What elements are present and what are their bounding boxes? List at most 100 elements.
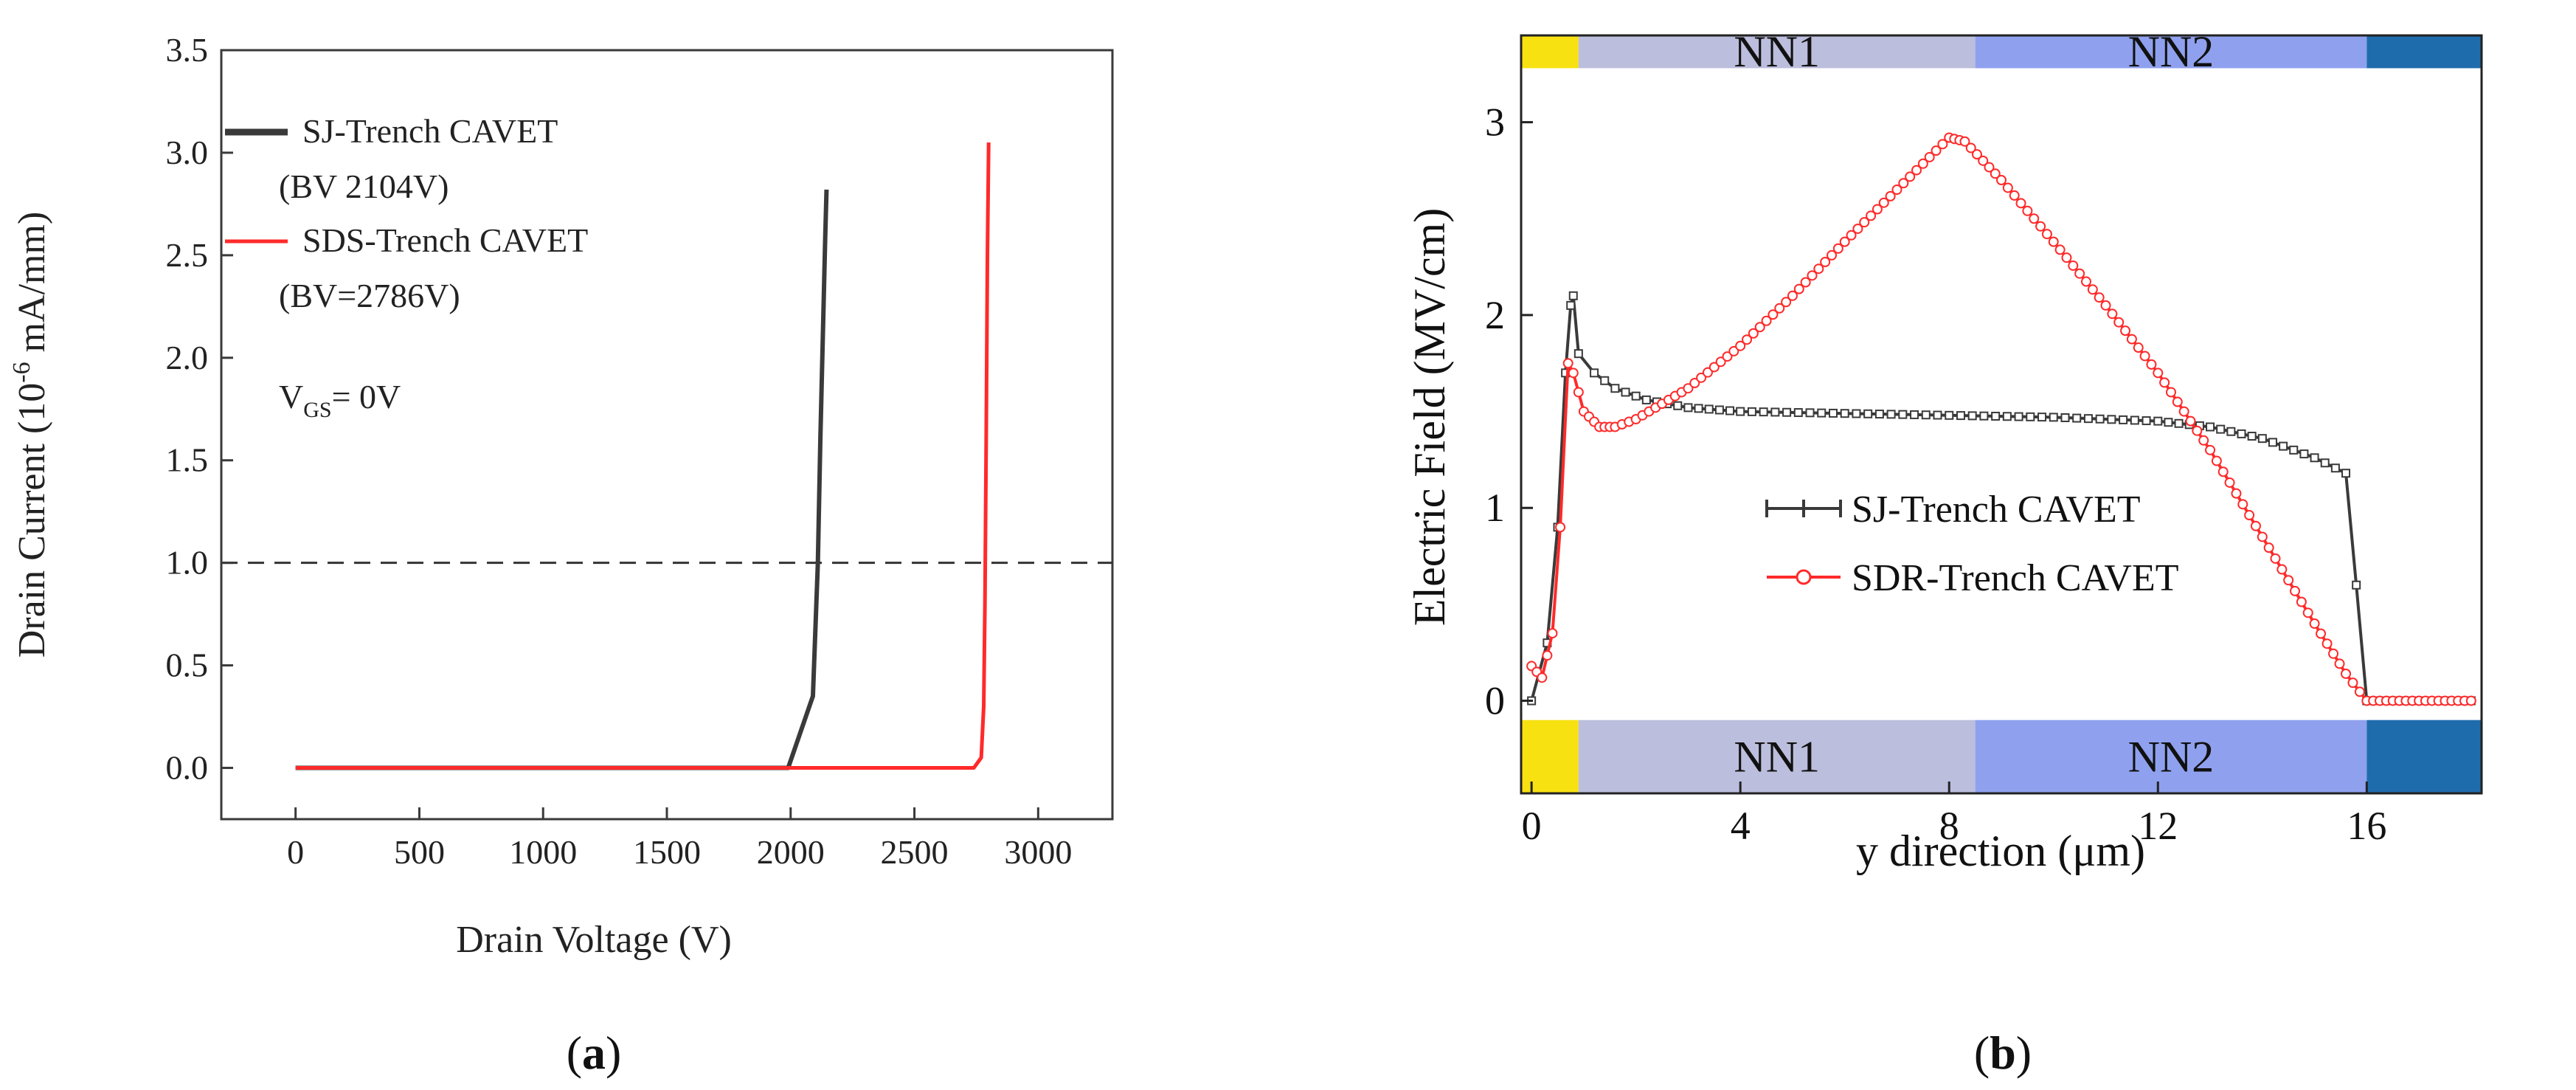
- marker-sdr-trench: [1917, 158, 1928, 169]
- marker-sdr-trench: [1781, 297, 1792, 308]
- plot-frame: [1520, 34, 2483, 795]
- marker-sdr-trench: [1827, 249, 1838, 261]
- marker-sj-trench: [2037, 413, 2047, 422]
- marker-sj-trench: [2164, 418, 2173, 427]
- marker-sj-trench: [2002, 412, 2012, 421]
- vgs-annotation: VGS= 0V: [279, 378, 401, 422]
- panel-label-a: (a): [567, 1027, 622, 1079]
- marker-sdr-trench: [2022, 205, 2033, 216]
- marker-sdr-trench: [2250, 520, 2261, 531]
- marker-sj-trench: [1641, 395, 1651, 404]
- marker-sdr-trench: [1931, 145, 1942, 156]
- marker-sj-trench: [1621, 387, 1630, 397]
- panel-label-b: (b): [1974, 1027, 2032, 1079]
- marker-sdr-trench: [2328, 648, 2339, 659]
- y-tick-label: 2.0: [166, 339, 209, 376]
- marker-sdr-trench: [1735, 340, 1746, 351]
- marker-sdr-trench: [1859, 217, 1870, 228]
- marker-sdr-trench: [1767, 309, 1779, 320]
- marker-sj-trench: [1568, 291, 1578, 300]
- marker-sdr-trench: [2283, 575, 2294, 586]
- region-band-top: [2366, 35, 2482, 69]
- y-axis-label: Electric Field (MV/cm): [1405, 208, 1454, 626]
- marker-sdr-trench: [1774, 303, 1785, 314]
- marker-sdr-trench: [1898, 178, 1909, 189]
- marker-sdr-trench: [2113, 317, 2125, 328]
- marker-sj-trench: [2107, 415, 2116, 424]
- vgs-rest: = 0V: [332, 378, 401, 415]
- marker-sdr-trench: [1555, 522, 1566, 533]
- marker-sdr-trench: [1793, 283, 1804, 294]
- marker-sj-trench: [2247, 432, 2257, 441]
- marker-sj-trench: [2330, 463, 2340, 473]
- marker-sdr-trench: [1708, 362, 1720, 373]
- legend-note-sds: (BV=2786V): [279, 277, 460, 314]
- marker-sj-trench: [1874, 410, 1884, 419]
- marker-sdr-trench: [2068, 260, 2079, 271]
- marker-sdr-trench: [2153, 368, 2164, 379]
- marker-sj-trench: [2226, 427, 2236, 436]
- region-band-top: [1975, 35, 2367, 69]
- x-tick-label: 4: [1731, 804, 1751, 848]
- marker-sdr-trench: [2120, 325, 2131, 337]
- marker-sj-trench: [2257, 434, 2267, 444]
- marker-sdr-trench: [1742, 334, 1753, 345]
- marker-sdr-trench: [1866, 210, 1877, 221]
- marker-sdr-trench: [1820, 257, 1831, 268]
- marker-sdr-trench: [1689, 378, 1700, 389]
- marker-sj-trench: [1736, 407, 1745, 416]
- marker-sdr-trench: [2217, 466, 2229, 477]
- marker-sj-trench: [1921, 410, 1931, 420]
- x-tick-label: 0: [1522, 804, 1542, 848]
- marker-sj-trench: [1863, 409, 1873, 418]
- marker-sdr-trench: [2224, 477, 2235, 488]
- marker-sj-trench: [1631, 391, 1641, 401]
- marker-sdr-trench: [2198, 435, 2209, 446]
- marker-sj-trench: [2119, 415, 2128, 424]
- marker-sj-trench: [1793, 408, 1803, 418]
- legend-label-sdr: SDR-Trench CAVET: [1852, 557, 2179, 599]
- marker-sdr-trench: [2302, 607, 2313, 618]
- marker-sdr-trench: [1846, 230, 1857, 241]
- marker-sdr-trench: [2237, 499, 2248, 510]
- y-tick-label: 3: [1485, 100, 1505, 145]
- marker-sj-trench: [2299, 449, 2309, 459]
- marker-sdr-trench: [1562, 358, 1573, 369]
- marker-sdr-trench: [1787, 290, 1798, 301]
- series-line-sdr-trench: [1530, 136, 2471, 703]
- marker-sdr-trench: [2126, 334, 2137, 345]
- marker-sj-trench: [2174, 418, 2184, 428]
- legend-note-sj: (BV 2104V): [279, 168, 449, 205]
- region-band-bottom: [1578, 720, 1976, 793]
- marker-sj-trench: [1910, 410, 1919, 419]
- marker-sj-trench: [1610, 384, 1620, 393]
- marker-sj-trench: [2268, 438, 2277, 447]
- marker-sj-trench: [2049, 413, 2058, 422]
- marker-sdr-trench: [2080, 276, 2091, 287]
- marker-sdr-trench: [1683, 383, 1694, 394]
- marker-sj-trench: [1782, 407, 1792, 417]
- marker-sdr-trench: [1996, 174, 2007, 185]
- marker-sdr-trench: [1537, 672, 1548, 683]
- marker-sj-trench: [2320, 458, 2330, 468]
- marker-sj-trench: [2310, 453, 2319, 463]
- region-band-bottom: [1975, 720, 2367, 793]
- marker-sj-trench: [1694, 404, 1703, 413]
- marker-sdr-trench: [1911, 165, 1922, 176]
- marker-sdr-trench: [1852, 223, 1863, 234]
- marker-sdr-trench: [1885, 190, 1896, 201]
- marker-sdr-trench: [1959, 136, 1970, 147]
- marker-sj-trench: [1566, 300, 1576, 310]
- marker-sdr-trench: [1978, 155, 1989, 166]
- marker-sdr-trench: [1696, 372, 1707, 383]
- marker-sdr-trench: [2270, 553, 2281, 564]
- y-axis-label: Drain Current (10-6 mA/mm): [8, 212, 53, 658]
- marker-sj-trench: [1886, 410, 1896, 419]
- marker-sj-trench: [2095, 414, 2105, 424]
- x-tick-label: 16: [2347, 804, 2386, 848]
- x-tick-label: 3000: [1004, 833, 1072, 871]
- marker-sj-trench: [2153, 416, 2163, 426]
- marker-sdr-trench: [2341, 668, 2352, 679]
